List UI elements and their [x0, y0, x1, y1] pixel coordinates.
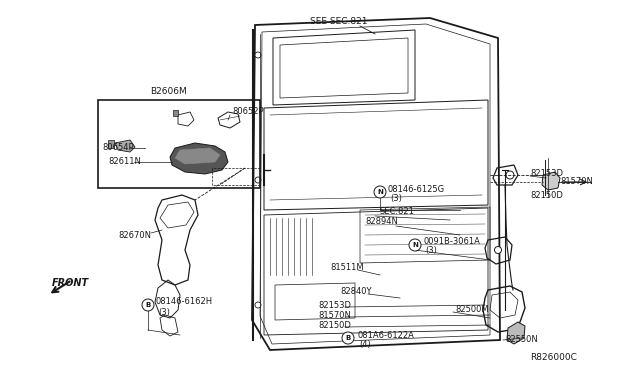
Text: 82500M: 82500M [455, 305, 488, 314]
Text: SEC.821: SEC.821 [380, 208, 415, 217]
Text: 82894N: 82894N [365, 218, 398, 227]
Text: 80652P: 80652P [232, 108, 264, 116]
Text: (4): (4) [359, 340, 371, 350]
Polygon shape [115, 140, 135, 152]
Circle shape [374, 186, 386, 198]
Text: N: N [377, 189, 383, 195]
Polygon shape [173, 110, 178, 116]
Circle shape [255, 177, 261, 183]
Text: 81570N: 81570N [318, 311, 351, 320]
Circle shape [255, 52, 261, 58]
Circle shape [255, 302, 261, 308]
Text: N: N [412, 242, 418, 248]
Text: B: B [145, 302, 150, 308]
Text: R826000C: R826000C [530, 353, 577, 362]
Bar [98, 100, 260, 188]
Text: 81570N: 81570N [560, 177, 593, 186]
Circle shape [495, 247, 502, 253]
Text: 82150D: 82150D [318, 321, 351, 330]
Text: 82611N: 82611N [108, 157, 141, 167]
Circle shape [142, 299, 154, 311]
Circle shape [409, 239, 421, 251]
Text: 82153D: 82153D [318, 301, 351, 310]
Polygon shape [507, 322, 525, 344]
Text: B2606M: B2606M [150, 87, 187, 96]
Text: B: B [346, 335, 351, 341]
Text: 82150D: 82150D [530, 192, 563, 201]
Polygon shape [108, 140, 114, 148]
Text: 80654P: 80654P [102, 142, 134, 151]
Text: 82153D: 82153D [530, 169, 563, 177]
Text: 82670N: 82670N [118, 231, 151, 240]
Text: 82840Y: 82840Y [340, 288, 371, 296]
Text: (3): (3) [425, 247, 437, 256]
Polygon shape [175, 148, 220, 164]
Text: (3): (3) [158, 308, 170, 317]
Polygon shape [170, 143, 228, 174]
Text: FRONT: FRONT [52, 278, 89, 288]
Text: (3): (3) [390, 193, 402, 202]
Text: 82550N: 82550N [505, 336, 538, 344]
Text: 0091B-3061A: 0091B-3061A [423, 237, 480, 247]
Text: 81511M: 81511M [330, 263, 364, 273]
Circle shape [506, 171, 514, 179]
Text: 08146-6162H: 08146-6162H [156, 298, 213, 307]
Text: SEE SEC.821: SEE SEC.821 [310, 17, 367, 26]
Polygon shape [542, 172, 560, 190]
Text: 08146-6125G: 08146-6125G [388, 185, 445, 193]
Circle shape [342, 332, 354, 344]
Text: 081A6-6122A: 081A6-6122A [357, 330, 414, 340]
